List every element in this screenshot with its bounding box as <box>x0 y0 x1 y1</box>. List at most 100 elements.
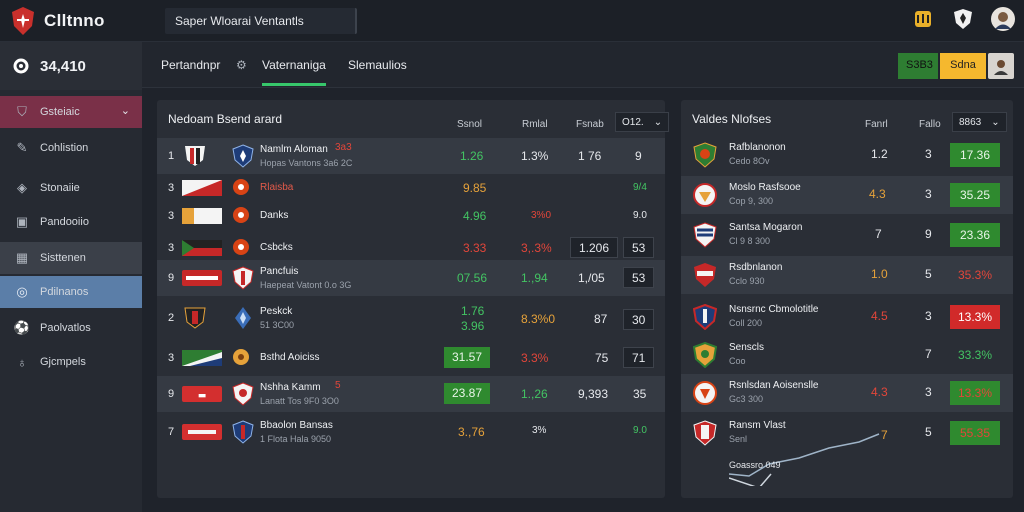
table-row[interactable]: 3 Danks 4.96 3%0 9.0 <box>157 202 665 230</box>
result-row[interactable]: Rsnlsdan Aoisenslle Gc3 300 4.3 3 13.3% <box>681 374 1013 412</box>
club-flag-icon <box>184 307 206 329</box>
circle-icon: ◎ <box>16 284 28 299</box>
yellow-button[interactable]: Sdna <box>940 53 986 79</box>
sidebar-item-5[interactable]: ◎ Pdilnanos <box>0 276 142 308</box>
stat-cell: 75 <box>595 351 609 365</box>
dropdown-value: O12. <box>622 116 644 128</box>
club-crest-icon <box>693 183 717 207</box>
svg-text:▬: ▬ <box>198 391 207 401</box>
stat-cell: 9 <box>925 227 932 241</box>
result-row[interactable]: Rsdbnlanon Cclo 930 1.0 5 35.3% <box>681 256 1013 294</box>
table-row[interactable]: 3 Rlaisba 9.85 9/4 <box>157 174 665 202</box>
stat-cell: 9.0 <box>633 210 647 221</box>
score-box: 23.36 <box>950 223 1000 247</box>
chevron-down-icon: ⌄ <box>991 116 1000 128</box>
gear-icon <box>13 58 29 74</box>
stat-cell: 87 <box>594 312 608 326</box>
team-sub: Haepeat Vatont 0.o 3G <box>260 280 352 290</box>
stat-cell: 3 <box>925 309 932 323</box>
result-row[interactable]: Moslo Rasfsooe Cop 9, 300 4.3 3 35.25 <box>681 176 1013 214</box>
tab-bar: Pertandnpr ⚙ Vaternaniga Slemaulios S3B3… <box>142 42 1024 88</box>
table-row[interactable]: 3 Bsthd Aoiciss 31.57 3.3% 75 71 <box>157 340 665 376</box>
sidebar-item-2[interactable]: ◈ Stonaiie <box>0 172 142 204</box>
sidebar-item-label: Paolvatlos <box>40 322 91 334</box>
club-crest-icon <box>233 349 249 365</box>
flag-icon <box>182 350 222 366</box>
sidebar-item-4[interactable]: ▦ Sisttenen <box>0 242 142 274</box>
profile-avatar[interactable] <box>988 53 1014 79</box>
score-box: 35.25 <box>950 183 1000 207</box>
col-header: Rmlal <box>522 119 548 130</box>
panel-title: Valdes Nlofses <box>692 112 772 126</box>
settings-icon[interactable]: ⚙ <box>236 58 247 72</box>
team-name: Moslo Rasfsooe <box>729 182 801 193</box>
stat-box: 23.87 <box>444 383 491 404</box>
filter-dropdown[interactable]: 8863 ⌄ <box>952 112 1007 132</box>
sidebar-item-6[interactable]: ⚽ Paolvatlos <box>0 312 142 344</box>
crown-icon[interactable] <box>910 6 936 32</box>
sparkline-end-value: 7 <box>881 428 888 442</box>
result-row[interactable]: Senscls Coo 7 33.3% <box>681 336 1013 374</box>
club-crest-icon <box>235 307 251 329</box>
table-row[interactable]: 1 Namlm Aloman Hopas Vantons 3a6 2C 3a3 … <box>157 138 665 174</box>
brand[interactable]: Clltnno <box>10 6 105 36</box>
stat-cell: 5 <box>925 267 932 281</box>
stat-cell: 1.,94 <box>521 271 548 285</box>
stat-cell: 8.3%0 <box>521 312 556 326</box>
sidebar-item-0[interactable]: ⛉ Gsteiaic ⌄ <box>0 96 142 128</box>
stat-cell: 1.26 <box>460 149 484 163</box>
stat-cell: 7 <box>875 227 882 241</box>
shield-badge-icon[interactable] <box>950 6 976 32</box>
team-name: Rsnlsdan Aoisenslle <box>729 380 819 391</box>
team-sub: Lanatt Tos 9F0 3O0 <box>260 396 339 406</box>
stat-cell: 5 <box>925 425 932 439</box>
club-crest-icon <box>693 381 717 405</box>
stat-cell: 3.96 <box>461 319 485 333</box>
team-sub: Cclo 930 <box>729 276 765 286</box>
club-crest-icon <box>233 179 249 195</box>
app-name: Clltnno <box>44 11 105 30</box>
sidebar-header[interactable]: 34,410 <box>0 42 142 90</box>
score-box: 55.35 <box>950 421 1000 445</box>
top-bar: Clltnno Saper Wloarai Ventantls <box>0 0 1024 42</box>
team-name: Pancfuis <box>260 266 299 277</box>
tab-2[interactable]: Slemaulios <box>348 58 407 72</box>
result-row[interactable]: Ransm Vlast Senl 5 55.35 Goassro 049 7 <box>681 414 1013 494</box>
stat-cell: 35 <box>633 387 647 401</box>
club-crest-icon <box>233 239 249 255</box>
table-row[interactable]: 7 Bbaolon Bansas 1 Flota Hala 9050 3.,76… <box>157 414 665 450</box>
result-row[interactable]: Santsa Mogaron Cl 9 8 300 7 9 23.36 <box>681 216 1013 254</box>
period-dropdown[interactable]: O12. ⌄ <box>615 112 670 132</box>
green-button[interactable]: S3B3 <box>898 53 938 79</box>
sidebar-item-label: Gjcmpels <box>40 356 86 368</box>
team-tag: 5 <box>335 380 341 391</box>
stat-cell: 1.76 <box>461 304 485 318</box>
sidebar-item-1[interactable]: ✎ Cohlistion <box>0 132 142 164</box>
result-row[interactable]: Nsnsrnc Cbmolotitle Coll 200 4.5 3 13.3% <box>681 298 1013 336</box>
chevron-down-icon[interactable]: ⌄ <box>120 105 130 117</box>
tab-0[interactable]: Pertandnpr <box>161 58 221 72</box>
team-name: Rafblanonon <box>729 142 786 153</box>
club-flag-icon <box>185 146 205 166</box>
table-row[interactable]: 2 Peskck 51 3C00 1.76 3.96 8.3%0 87 30 <box>157 298 665 340</box>
row-number: 3 <box>168 210 175 222</box>
team-name: Bsthd Aoiciss <box>260 352 320 363</box>
sidebar: 34,410 ⛉ Gsteiaic ⌄ ✎ Cohlistion ◈ Stona… <box>0 42 142 512</box>
sidebar-item-3[interactable]: ▣ Pandooiio <box>0 206 142 238</box>
team-name: Ransm Vlast <box>729 420 786 431</box>
user-avatar-icon[interactable] <box>990 6 1016 32</box>
table-row[interactable]: 9 ▬ Nshha Kamm Lanatt Tos 9F0 3O0 5 23.8… <box>157 376 665 412</box>
tab-1[interactable]: Vaternaniga <box>262 58 326 86</box>
result-row[interactable]: Rafblanonon Cedo 8Ov 1.2 3 17.36 <box>681 136 1013 174</box>
flag-icon <box>182 240 222 256</box>
stat-box: 53 <box>623 237 655 258</box>
sidebar-item-label: Stonaiie <box>40 182 80 194</box>
sidebar-item-7[interactable]: ♁ Gjcmpels <box>0 346 142 378</box>
club-crest-icon <box>693 222 717 248</box>
stat-cell: 3 <box>925 385 932 399</box>
table-row[interactable]: 9 Pancfuis Haepeat Vatont 0.o 3G 07.56 1… <box>157 260 665 296</box>
search-input[interactable]: Saper Wloarai Ventantls <box>165 8 357 34</box>
table-row[interactable]: 3 Csbcks 3.33 3,.3% 1.206 53 <box>157 230 665 266</box>
stat-cell: 1 76 <box>578 149 602 163</box>
ball-icon: ⚽ <box>13 320 31 335</box>
